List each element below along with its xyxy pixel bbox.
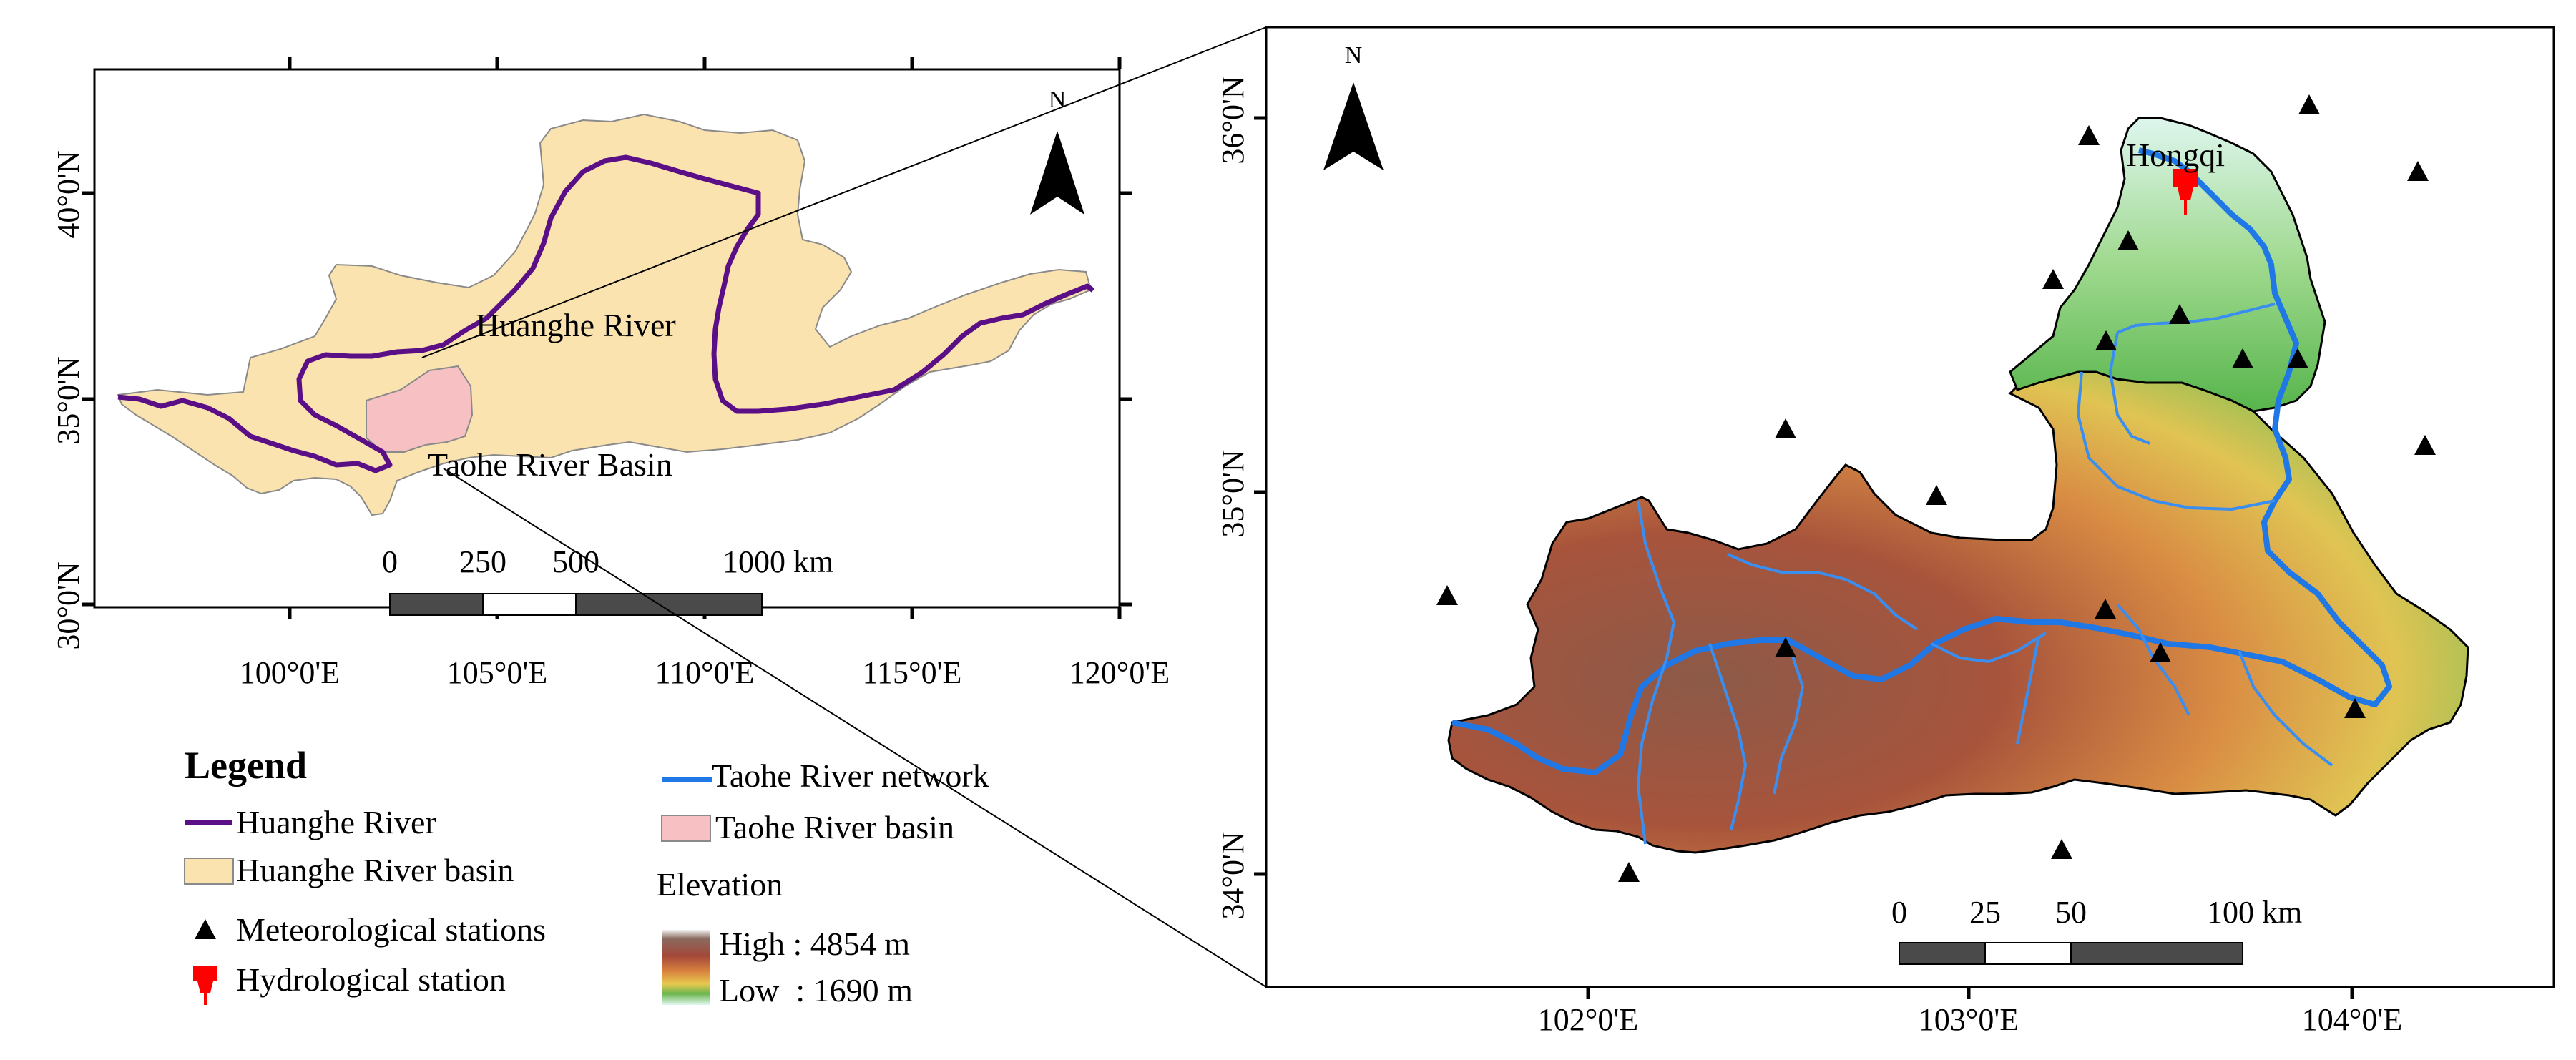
legend-taohe-network-label: Taohe River network <box>712 757 989 794</box>
overview-lat-40: 40°0'N <box>51 150 86 238</box>
detail-scale-100: 100 km <box>2207 895 2302 930</box>
taohe-tributaries <box>1636 303 2333 845</box>
detail-map-frame <box>1265 26 2555 988</box>
legend-title: Legend <box>185 744 307 787</box>
detail-lat-35: 35°0'N <box>1215 449 1250 537</box>
legend-elevation-label: Elevation <box>657 866 783 903</box>
overview-map: N Huanghe River Taohe River Basin 0 250 … <box>51 57 1170 690</box>
overview-scale-bar: 0 250 500 1000 km <box>382 544 833 616</box>
met-station <box>2414 435 2436 455</box>
detail-lat-34: 34°0'N <box>1215 831 1250 919</box>
legend-hydro-station-icon <box>193 966 217 1005</box>
detail-scale-50: 50 <box>2055 895 2087 930</box>
huanghe-river-line <box>117 154 1095 473</box>
legend-hydro-station-label: Hydrological station <box>236 961 506 998</box>
met-station <box>1436 585 1458 605</box>
hydrological-station-hongqi <box>2173 169 2198 215</box>
detail-scale-25: 25 <box>1969 895 2001 930</box>
legend-elevation-low: Low : 1690 m <box>719 972 913 1009</box>
overview-scale-1000: 1000 km <box>723 544 833 579</box>
met-station <box>2298 94 2320 114</box>
overview-lon-120: 120°0'E <box>1069 655 1170 690</box>
overview-lat-30: 30°0'N <box>51 561 86 649</box>
legend-met-station-icon <box>195 919 216 939</box>
detail-north-arrow: N <box>1323 42 1384 170</box>
legend-taohe-basin-swatch <box>661 815 711 842</box>
legend-huanghe-river-label: Huanghe River <box>236 804 436 840</box>
legend: Legend Huanghe River Huanghe River basin… <box>184 744 989 1009</box>
met-station <box>1775 418 1796 438</box>
legend-met-stations-label: Meteorological stations <box>236 911 546 948</box>
taohe-basin-label: Taohe River Basin <box>428 446 672 483</box>
overview-lon-105: 105°0'E <box>447 655 547 690</box>
zoom-connector-bottom <box>443 468 1267 988</box>
detail-scale-bar: 0 25 50 100 km <box>1891 895 2302 965</box>
legend-elevation-high: High : 4854 m <box>719 926 910 962</box>
overview-lon-115: 115°0'E <box>863 655 962 690</box>
legend-elevation-ramp <box>662 930 710 1005</box>
met-station <box>1926 485 1947 505</box>
met-station <box>2078 125 2100 145</box>
detail-lat-36: 36°0'N <box>1215 76 1250 164</box>
met-station <box>2150 642 2171 662</box>
overview-scale-0: 0 <box>382 544 398 579</box>
taohe-basin-terrain <box>1447 356 2469 854</box>
met-station <box>2287 348 2308 368</box>
detail-north-label: N <box>1345 42 1363 69</box>
overview-scale-250: 250 <box>459 544 506 579</box>
overview-ticks <box>82 57 1132 619</box>
legend-taohe-basin-label: Taohe River basin <box>715 809 954 845</box>
detail-lon-104: 104°0'E <box>2302 1002 2402 1037</box>
detail-map: Hongqi N 0 25 50 100 km 36°0'N 35°0'N 34… <box>1215 26 2555 1037</box>
detail-lon-103: 103°0'E <box>1919 1002 2019 1037</box>
overview-lat-35: 35°0'N <box>51 356 86 444</box>
detail-ticks <box>1254 116 2354 999</box>
huanghe-river-label: Huanghe River <box>476 307 676 343</box>
huanghe-basin-shape <box>117 113 1092 516</box>
met-station <box>2232 348 2253 368</box>
legend-huanghe-basin-swatch <box>184 858 234 885</box>
detail-scale-0: 0 <box>1891 895 1907 930</box>
hongqi-label: Hongqi <box>2126 137 2225 173</box>
detail-lon-102: 102°0'E <box>1538 1002 1638 1037</box>
legend-huanghe-basin-label: Huanghe River basin <box>236 852 514 888</box>
met-station <box>2117 230 2139 250</box>
taohe-basin-terrain-north <box>2009 117 2326 413</box>
met-station <box>2407 161 2429 181</box>
met-station <box>2344 698 2366 718</box>
met-station <box>2042 269 2064 289</box>
met-station <box>1775 637 1796 657</box>
overview-lon-100: 100°0'E <box>240 655 340 690</box>
meteorological-stations <box>1436 94 2436 882</box>
met-station <box>2051 839 2072 859</box>
zoom-connector-top <box>421 26 1267 358</box>
met-station <box>1618 862 1640 882</box>
met-station <box>2095 330 2117 350</box>
taohe-river-main <box>1451 147 2392 775</box>
met-station <box>2095 599 2116 619</box>
overview-lon-110: 110°0'E <box>655 655 755 690</box>
met-station <box>2169 304 2190 324</box>
